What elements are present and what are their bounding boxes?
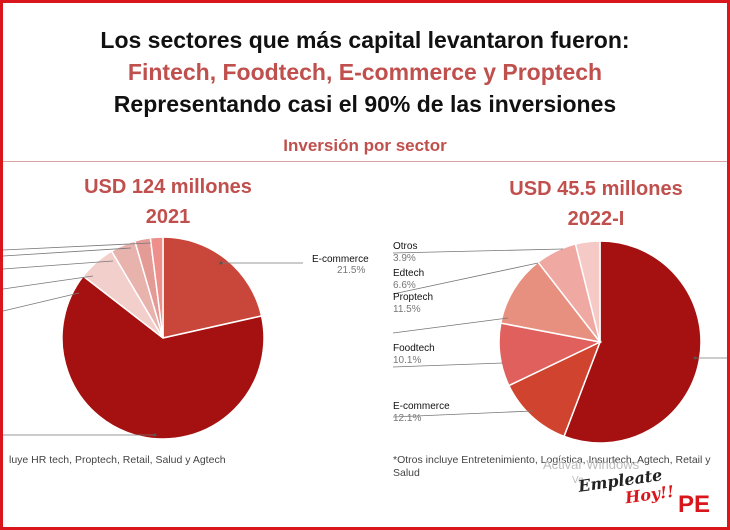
chart-1-slice-5 [574,240,601,343]
leader-line [392,317,509,334]
chart-2022-title: USD 45.5 millones [509,178,683,200]
chart-2022-pct-foodtech: 10.1% [393,355,422,366]
chart-2022-pct-otros: 3.9% [393,253,416,264]
leader-line [3,242,152,251]
leader-dot [219,261,223,265]
chart-1-slice-0 [563,240,702,444]
chart-2022-label-e-commerce: E-commerce [393,401,450,412]
chart-2022-pct-e-commerce: 12.1% [393,413,422,424]
headline-line-2: Fintech, Foodtech, E-commerce y Proptech [127,59,603,85]
footnote-2021: luye HR tech, Proptech, Retail, Salud y … [9,454,226,466]
chart-1-slice-1 [507,340,602,438]
leader-line [392,248,564,254]
watermark-line-2: Ve [572,475,584,486]
pie-charts [3,236,727,444]
chart-0-slice-0 [162,236,263,339]
headline-line-1: Los sectores que más capital levantaron … [100,27,630,53]
leader-line [392,410,534,418]
chart-2022-pct-proptech: 11.5% [393,304,421,315]
leader-line [392,262,539,295]
leader-line [392,362,504,368]
divider [3,161,727,162]
chart-0-slice-5 [149,236,164,339]
chart-2022-year: 2022-I [567,208,625,230]
chart-2022-pct-edtech: 6.6% [393,280,416,291]
leader-line [3,292,80,312]
chart-2021-title: USD 124 millones [84,176,252,198]
chart-2022-label-otros: Otros [393,241,418,252]
chart-2021-year: 2021 [145,206,191,228]
chart-2022-label-proptech: Proptech [393,292,434,303]
leader-dot [153,433,157,437]
leader-dot [693,356,697,360]
leader-line [3,247,132,257]
footnote-2022: *Otros incluye Entretenimiento, Logístic… [393,454,711,479]
leader-line [3,260,114,270]
chart-2021-pct-ecommerce: 21.5% [337,265,366,276]
logo-brand: PE [678,491,711,518]
section-subtitle: Inversión por sector [283,136,447,155]
headline-line-3: Representando casi el 90% de las inversi… [113,91,617,117]
chart-2021-label-ecommerce: E-commerce [312,254,369,265]
chart-2022-label-edtech: Edtech [393,268,425,279]
chart-0-slice-1 [61,275,265,440]
watermark-line-1: Activar Windows [543,457,640,472]
chart-2022-label-foodtech: Foodtech [393,343,435,354]
leader-line [3,275,94,290]
